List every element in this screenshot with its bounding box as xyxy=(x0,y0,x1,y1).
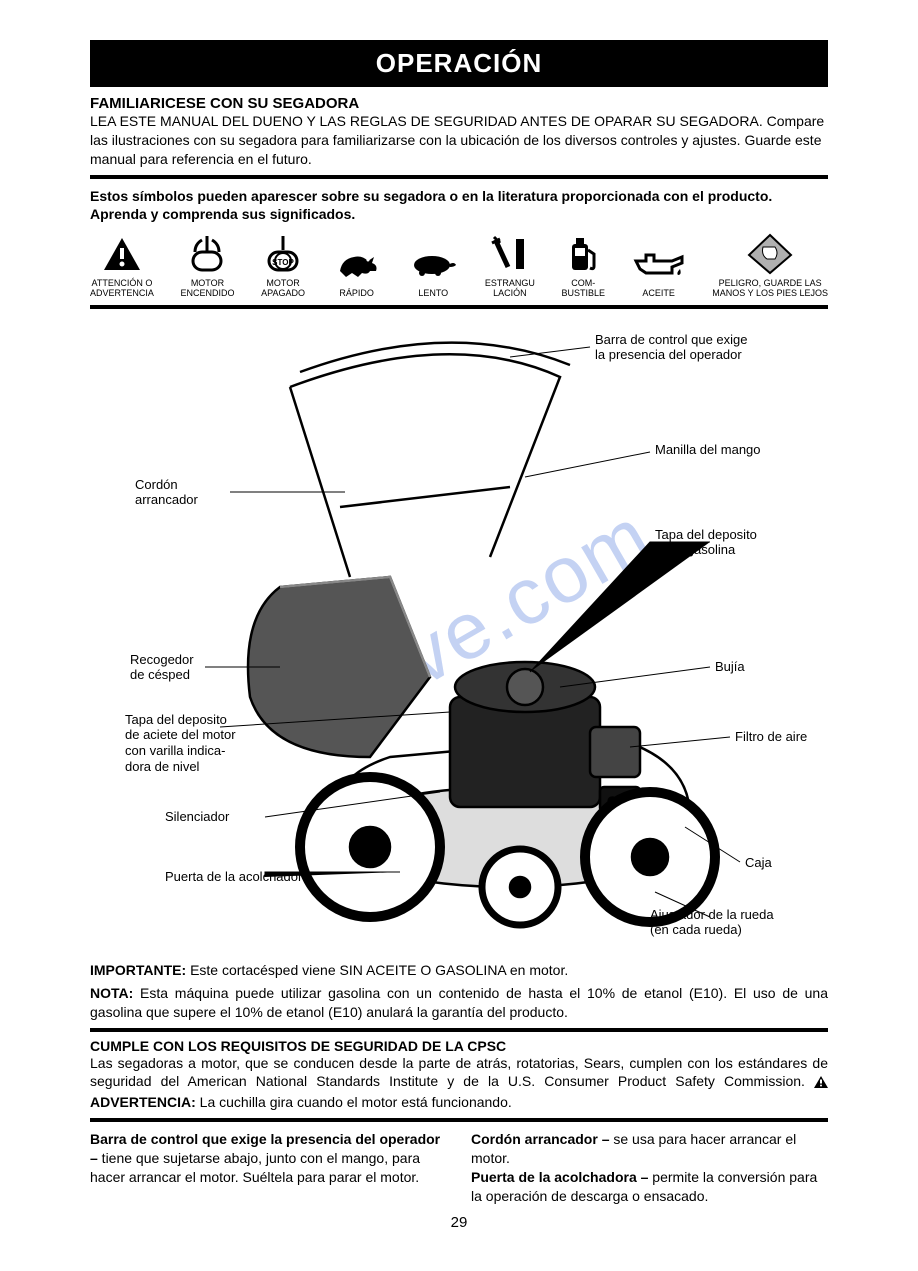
callout-fuel-cap: Tapa del depositode la gasolina xyxy=(655,527,757,558)
icon-fuel: COM- BUSTIBLE xyxy=(562,233,606,299)
svg-text:STOP: STOP xyxy=(272,258,294,267)
callout-handle-grip: Manilla del mango xyxy=(655,442,761,458)
callout-control-bar: Barra de control que exige la presencia … xyxy=(595,332,747,363)
callout-grass-catcher: Recogedorde césped xyxy=(130,652,194,683)
divider xyxy=(90,305,828,309)
symbols-intro: Estos símbolos pueden aparescer sobre su… xyxy=(90,187,828,223)
mower-diagram: hive.com OHV xyxy=(90,317,828,957)
callout-starter-cord: Cordónarrancador xyxy=(135,477,198,508)
intro-text: LEA ESTE MANUAL DEL DUENO Y LAS REGLAS D… xyxy=(90,112,828,169)
icon-label: LENTO xyxy=(418,289,448,299)
left-column: Barra de control que exige la presencia … xyxy=(90,1130,447,1206)
mower-illustration: OHV xyxy=(90,317,828,957)
intro-section: FAMILIARICESE CON SU SEGADORA LEA ESTE M… xyxy=(90,95,828,169)
icon-choke: ESTRANGU LACIÓN xyxy=(485,233,535,299)
divider xyxy=(90,1118,828,1122)
icon-oil: ACEITE xyxy=(632,243,686,299)
icon-danger-hands: PELIGRO, GUARDE LAS MANOS Y LOS PIES LEJ… xyxy=(712,233,828,299)
icon-label: ADVERTENCIA xyxy=(90,289,154,299)
importante-note: IMPORTANTE: Este cortacésped viene SIN A… xyxy=(90,961,828,980)
banner-title: OPERACIÓN xyxy=(90,40,828,87)
icon-label: ACEITE xyxy=(642,289,675,299)
bottom-columns: Barra de control que exige la presencia … xyxy=(90,1130,828,1206)
icon-label: RÁPIDO xyxy=(339,289,374,299)
icon-engine-off: STOP MOTOR APAGADO xyxy=(261,233,305,299)
icon-label: LACIÓN xyxy=(493,289,527,299)
icon-label: ENCENDIDO xyxy=(180,289,234,299)
icon-label: APAGADO xyxy=(261,289,305,299)
cpsc-heading: CUMPLE CON LOS REQUISITOS DE SEGURIDAD D… xyxy=(90,1038,828,1054)
callout-mulcher-door: Puerta de la acolchadora xyxy=(165,869,310,885)
callout-muffler: Silenciador xyxy=(165,809,229,825)
icon-slow: LENTO xyxy=(408,243,458,299)
icon-fast: RÁPIDO xyxy=(332,243,382,299)
callout-wheel-adjuster: Ajustador de la rueda(en cada rueda) xyxy=(650,907,774,938)
cpsc-text: Las segadoras a motor, que se conducen d… xyxy=(90,1054,828,1113)
callout-housing: Caja xyxy=(745,855,772,871)
divider xyxy=(90,175,828,179)
cpsc-section: CUMPLE CON LOS REQUISITOS DE SEGURIDAD D… xyxy=(90,1038,828,1113)
divider xyxy=(90,1028,828,1032)
icon-warning: ATTENCIÓN O ADVERTENCIA xyxy=(90,233,154,299)
callout-spark-plug: Bujía xyxy=(715,659,745,675)
page-number: 29 xyxy=(90,1214,828,1231)
icon-row: ATTENCIÓN O ADVERTENCIA MOTOR ENCENDIDO … xyxy=(90,233,828,299)
callout-air-filter: Filtro de aire xyxy=(735,729,807,745)
icon-label: BUSTIBLE xyxy=(562,289,606,299)
intro-heading: FAMILIARICESE CON SU SEGADORA xyxy=(90,95,828,112)
right-column: Cordón arrancador – se usa para hacer ar… xyxy=(471,1130,828,1206)
icon-engine-on: MOTOR ENCENDIDO xyxy=(180,233,234,299)
nota-note: NOTA: Esta máquina puede utilizar gasoli… xyxy=(90,984,828,1022)
callout-oil-cap: Tapa del depositode aciete del motorcon … xyxy=(125,712,236,774)
icon-label: MANOS Y LOS PIES LEJOS xyxy=(712,289,828,299)
